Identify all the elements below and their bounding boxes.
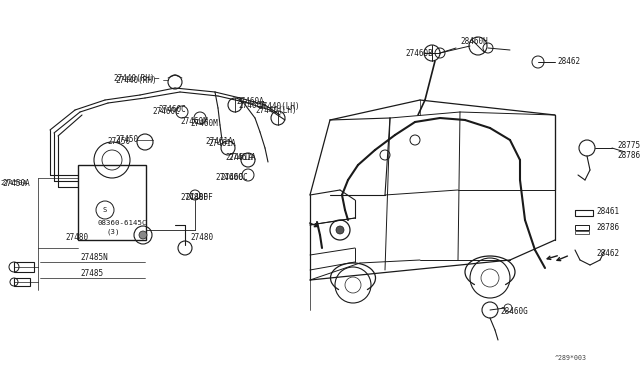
Bar bbox=[575, 210, 593, 216]
Text: 28462: 28462 bbox=[557, 58, 580, 67]
Text: 27440(RH)—: 27440(RH)— bbox=[113, 74, 159, 83]
Bar bbox=[575, 231, 589, 234]
Text: 27460C: 27460C bbox=[220, 173, 248, 183]
Text: 27460B: 27460B bbox=[405, 48, 433, 58]
Text: 27485: 27485 bbox=[80, 269, 103, 279]
Text: 28460H: 28460H bbox=[460, 36, 488, 45]
Text: 27440(LH): 27440(LH) bbox=[258, 103, 300, 112]
Text: 27450A: 27450A bbox=[2, 179, 29, 187]
Text: 27460A: 27460A bbox=[238, 100, 266, 109]
Text: 27480: 27480 bbox=[190, 234, 213, 243]
Text: 27480: 27480 bbox=[65, 234, 88, 243]
Text: ^289*003: ^289*003 bbox=[555, 355, 587, 361]
Text: 27460A: 27460A bbox=[236, 97, 264, 106]
Text: 27460C: 27460C bbox=[215, 173, 243, 183]
Circle shape bbox=[336, 226, 344, 234]
Text: 27460M: 27460M bbox=[180, 118, 208, 126]
Text: 08360-6145C: 08360-6145C bbox=[97, 220, 147, 226]
Text: 28786: 28786 bbox=[596, 224, 619, 232]
Text: 27440(RH): 27440(RH) bbox=[115, 76, 157, 84]
Text: 27480F: 27480F bbox=[180, 192, 208, 202]
Circle shape bbox=[139, 231, 147, 239]
Text: 27480F: 27480F bbox=[185, 193, 212, 202]
Bar bbox=[575, 225, 589, 230]
Text: 27460C: 27460C bbox=[152, 106, 180, 115]
Bar bbox=[14, 262, 34, 272]
Text: 27461A: 27461A bbox=[208, 138, 236, 148]
Text: 27450A: 27450A bbox=[0, 180, 27, 186]
Bar bbox=[14, 278, 30, 286]
Bar bbox=[78, 165, 146, 240]
Text: 27461A: 27461A bbox=[228, 153, 256, 161]
Text: 28775: 28775 bbox=[617, 141, 640, 151]
Text: 27440(LH): 27440(LH) bbox=[255, 106, 296, 115]
Text: 27485N: 27485N bbox=[80, 253, 108, 263]
Text: 27450: 27450 bbox=[107, 137, 130, 145]
Text: (3): (3) bbox=[107, 229, 120, 235]
Text: 28786: 28786 bbox=[617, 151, 640, 160]
Text: 27461A: 27461A bbox=[225, 153, 253, 161]
Text: 27460M: 27460M bbox=[190, 119, 218, 128]
Text: 27461A: 27461A bbox=[205, 138, 233, 147]
Text: 28462: 28462 bbox=[596, 248, 619, 257]
Text: 27460C: 27460C bbox=[158, 106, 186, 115]
Text: 28460G: 28460G bbox=[500, 308, 528, 317]
Text: 28461: 28461 bbox=[596, 208, 619, 217]
Text: S: S bbox=[103, 207, 107, 213]
Text: 27450: 27450 bbox=[115, 135, 138, 144]
